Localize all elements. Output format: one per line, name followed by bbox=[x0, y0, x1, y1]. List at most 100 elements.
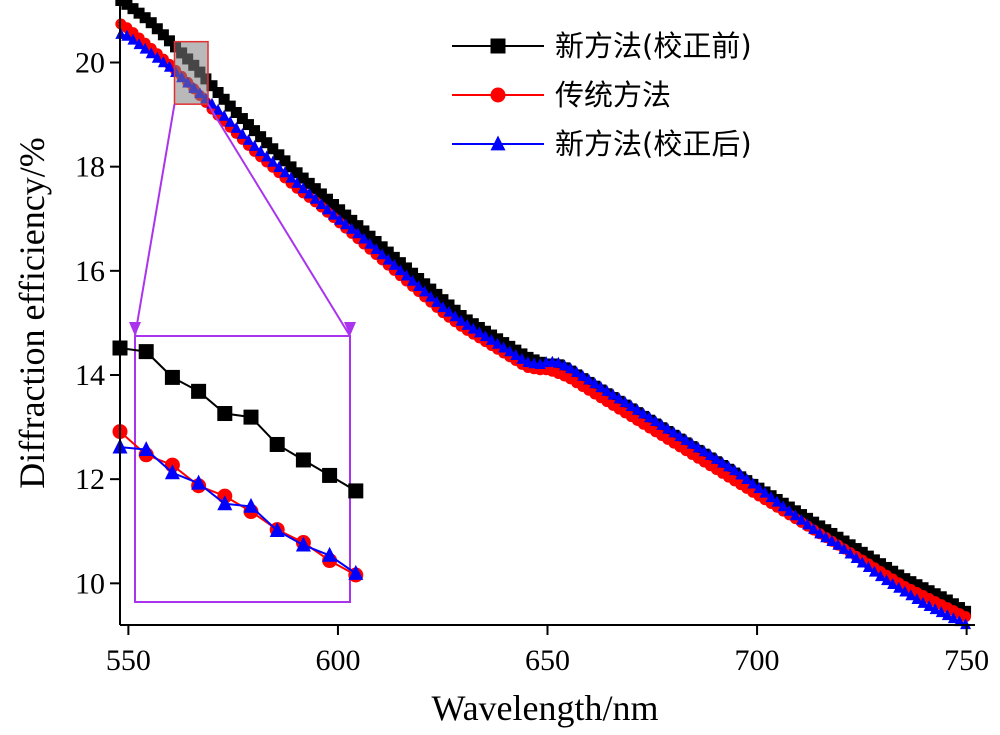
data-point-after-correction bbox=[340, 218, 352, 230]
data-point-after-correction bbox=[479, 330, 491, 342]
data-point-traditional-method bbox=[960, 611, 972, 623]
y-tick-label: 16 bbox=[75, 255, 105, 288]
data-point-after-correction bbox=[315, 198, 327, 210]
data-point-after-correction bbox=[625, 399, 637, 411]
data-point-after-correction bbox=[692, 441, 704, 453]
data-point-after-correction bbox=[498, 341, 510, 353]
data-point-after-correction bbox=[905, 589, 917, 601]
data-point-after-correction bbox=[650, 415, 662, 427]
data-point-after-correction bbox=[759, 486, 771, 498]
x-tick-label: 550 bbox=[106, 644, 151, 677]
inset-line-before-correction bbox=[119, 347, 357, 492]
data-point-before-correction bbox=[352, 220, 364, 232]
series-after-correction bbox=[115, 27, 972, 630]
legend-swatch-marker bbox=[490, 38, 506, 54]
data-point-before-correction bbox=[218, 93, 230, 105]
data-point-after-correction bbox=[565, 362, 577, 374]
data-point-before-correction bbox=[802, 512, 814, 524]
data-point-after-correction bbox=[680, 433, 692, 445]
data-point-after-correction bbox=[255, 145, 267, 157]
data-point-after-correction bbox=[716, 456, 728, 468]
data-point-after-correction bbox=[856, 556, 868, 568]
data-point-after-correction bbox=[595, 381, 607, 393]
data-point-before-correction bbox=[340, 209, 352, 221]
legend-label: 新方法(校正前) bbox=[555, 29, 752, 63]
data-point-before-correction bbox=[328, 199, 340, 211]
data-point-after-correction bbox=[868, 565, 880, 577]
inset-point-after-correction bbox=[191, 474, 207, 490]
data-point-before-correction bbox=[394, 257, 406, 269]
data-point-after-correction bbox=[431, 295, 443, 307]
data-point-before-correction bbox=[820, 524, 832, 536]
inset-point-after-correction bbox=[322, 546, 338, 562]
data-point-after-correction bbox=[783, 504, 795, 516]
legend-entry-before-correction: 新方法(校正前) bbox=[452, 29, 752, 63]
data-point-after-correction bbox=[723, 460, 735, 472]
data-point-before-correction bbox=[400, 262, 412, 274]
data-point-after-correction bbox=[121, 29, 133, 41]
data-point-after-correction bbox=[838, 542, 850, 554]
inset-point-before-correction bbox=[295, 452, 311, 468]
data-point-before-correction bbox=[206, 80, 218, 92]
inset-point-after-correction bbox=[164, 464, 180, 480]
data-point-after-correction bbox=[820, 531, 832, 543]
data-point-after-correction bbox=[230, 121, 242, 133]
data-point-after-correction bbox=[510, 349, 522, 361]
series-layer bbox=[115, 0, 972, 630]
data-point-before-correction bbox=[808, 516, 820, 528]
data-point-before-correction bbox=[887, 565, 899, 577]
data-point-before-correction bbox=[321, 193, 333, 205]
data-point-after-correction bbox=[163, 60, 175, 72]
data-point-before-correction bbox=[261, 137, 273, 149]
data-point-after-correction bbox=[467, 322, 479, 334]
data-point-before-correction bbox=[844, 539, 856, 551]
inset-frame bbox=[134, 335, 351, 603]
data-point-before-correction bbox=[850, 543, 862, 555]
series-traditional-method bbox=[115, 18, 972, 623]
inset-line-traditional-method bbox=[119, 430, 357, 576]
inset-point-before-correction bbox=[348, 483, 364, 499]
data-point-before-correction bbox=[814, 520, 826, 532]
series-before-correction bbox=[115, 0, 972, 617]
data-point-before-correction bbox=[826, 527, 838, 539]
data-point-before-correction bbox=[230, 107, 242, 118]
data-point-before-correction bbox=[303, 177, 315, 189]
data-point-after-correction bbox=[668, 426, 680, 438]
data-point-after-correction bbox=[753, 482, 765, 494]
data-point-after-correction bbox=[558, 359, 570, 371]
data-point-before-correction bbox=[905, 576, 917, 588]
data-point-before-correction bbox=[881, 561, 893, 573]
series-line-before-correction bbox=[119, 0, 968, 613]
data-point-after-correction bbox=[735, 468, 747, 480]
data-point-after-correction bbox=[874, 570, 886, 582]
data-point-after-correction bbox=[698, 445, 710, 457]
data-point-after-correction bbox=[704, 449, 716, 461]
inset-point-after-correction bbox=[295, 536, 311, 552]
data-point-after-correction bbox=[571, 365, 583, 377]
data-point-before-correction bbox=[358, 225, 370, 237]
data-point-after-correction bbox=[127, 33, 139, 45]
data-point-before-correction bbox=[145, 17, 157, 29]
data-point-before-correction bbox=[133, 7, 145, 19]
data-point-after-correction bbox=[364, 237, 376, 249]
data-point-after-correction bbox=[224, 115, 236, 127]
data-point-after-correction bbox=[321, 203, 333, 215]
data-point-after-correction bbox=[686, 437, 698, 449]
data-point-after-correction bbox=[631, 403, 643, 415]
inset-point-before-correction bbox=[191, 383, 207, 399]
inset-point-before-correction bbox=[243, 409, 259, 425]
data-point-after-correction bbox=[577, 369, 589, 381]
data-point-after-correction bbox=[382, 253, 394, 265]
data-point-after-correction bbox=[303, 187, 315, 199]
data-point-after-correction bbox=[777, 500, 789, 512]
data-point-before-correction bbox=[953, 602, 965, 614]
data-point-after-correction bbox=[273, 161, 285, 173]
data-point-before-correction bbox=[242, 119, 254, 131]
data-point-after-correction bbox=[729, 464, 741, 476]
data-point-before-correction bbox=[425, 283, 437, 295]
data-point-after-correction bbox=[285, 171, 297, 183]
data-point-after-correction bbox=[917, 596, 929, 608]
data-point-after-correction bbox=[486, 333, 498, 345]
data-point-after-correction bbox=[346, 222, 358, 234]
